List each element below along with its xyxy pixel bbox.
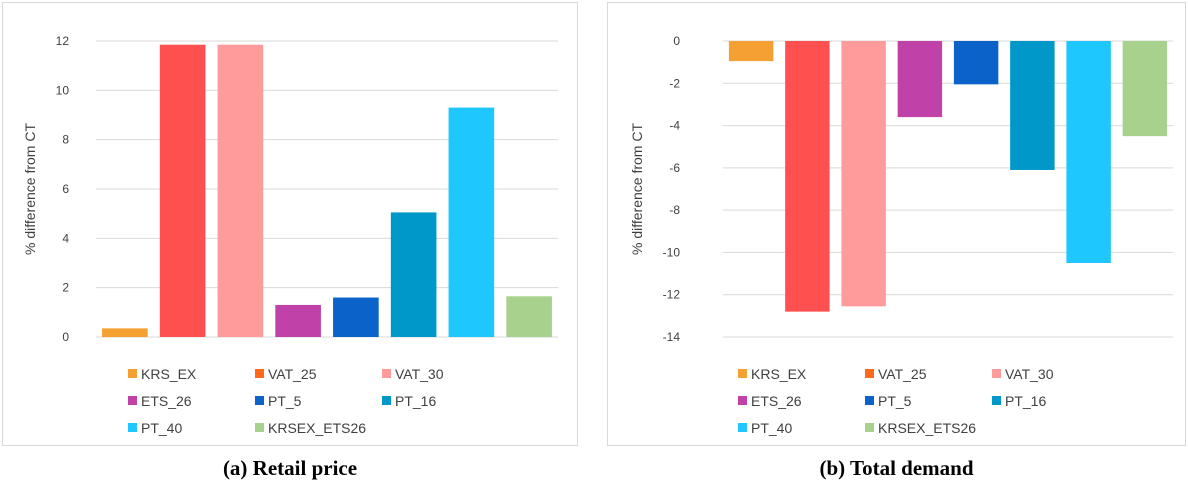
y-tick-label: 8	[62, 133, 69, 147]
legend-label: VAT_30	[1005, 366, 1054, 382]
y-tick-label: 0	[673, 34, 680, 48]
legend-label: PT_40	[751, 420, 792, 436]
chart-panel-retail-price: 0 2 4 6 8 10 12 % difference from CT KRS_EX VAT_2…	[0, 0, 580, 487]
legend-label: KRS_EX	[141, 366, 197, 382]
bar-vat-25	[785, 41, 830, 312]
legend-swatch	[128, 369, 137, 378]
bar-ets-26	[897, 41, 943, 118]
bar-pt-16	[1010, 41, 1055, 170]
y-axis-label: % difference from CT	[629, 123, 645, 255]
y-tick-label: 0	[62, 330, 69, 344]
legend-swatch	[992, 396, 1001, 405]
legend-swatch	[865, 396, 874, 405]
legend-swatch	[255, 423, 264, 432]
chart-panel-total-demand: 0 -2 -4 -6 -8 -10 -12 -14 % difference from CT KR…	[605, 0, 1188, 487]
bar-krsex-ets26	[1122, 41, 1168, 137]
chart-caption: (b) Total demand	[819, 456, 974, 480]
bar-vat-25	[159, 44, 206, 337]
legend-label: VAT_25	[878, 366, 927, 382]
legend-label: KRSEX_ETS26	[268, 420, 366, 436]
y-tick-label: -10	[663, 245, 681, 259]
legend-swatch	[128, 423, 137, 432]
bar-pt-5	[953, 41, 999, 85]
legend-label: PT_40	[141, 420, 182, 436]
legend-swatch	[865, 369, 874, 378]
chart-caption: (a) Retail price	[222, 456, 358, 480]
legend-label: VAT_30	[395, 366, 444, 382]
y-tick-label: -6	[669, 161, 680, 175]
legend-label: ETS_26	[141, 393, 192, 409]
y-tick-label: 10	[56, 83, 70, 97]
y-tick-label: -8	[669, 203, 680, 217]
y-tick-label: -4	[669, 119, 680, 133]
bar-pt-40	[1066, 41, 1111, 263]
legend-swatch	[992, 369, 1001, 378]
y-tick-label: -2	[669, 76, 680, 90]
legend-label: PT_16	[395, 393, 436, 409]
y-tick-label: -12	[663, 288, 681, 302]
legend-label: PT_16	[1005, 393, 1046, 409]
legend-label: KRS_EX	[751, 366, 807, 382]
legend-label: VAT_25	[268, 366, 317, 382]
bar-krs-ex	[102, 328, 148, 337]
total-demand-chart: 0 -2 -4 -6 -8 -10 -12 -14 % difference from CT KR…	[629, 34, 1173, 436]
legend-swatch	[255, 369, 264, 378]
legend-swatch	[738, 396, 747, 405]
bar-vat-30	[217, 44, 264, 337]
y-tick-label: 4	[62, 231, 69, 245]
legend-swatch	[865, 423, 874, 432]
legend-swatch	[738, 369, 747, 378]
y-tick-label: -14	[663, 330, 681, 344]
legend-label: PT_5	[878, 393, 912, 409]
bar-pt-40	[448, 107, 495, 337]
y-tick-label: 6	[62, 182, 69, 196]
bar-krsex-ets26	[506, 296, 552, 337]
legend-swatch	[738, 423, 747, 432]
legend-swatch	[255, 396, 264, 405]
y-tick-label: 12	[56, 34, 70, 48]
legend-swatch	[382, 369, 391, 378]
legend-swatch	[382, 396, 391, 405]
y-tick-label: 2	[62, 281, 69, 295]
retail-price-chart: 0 2 4 6 8 10 12 % difference from CT KRS_EX VAT_2…	[22, 34, 558, 436]
bar-pt-16	[390, 212, 437, 337]
bar-vat-30	[841, 41, 886, 307]
legend-label: PT_5	[268, 393, 302, 409]
bar-krs-ex	[728, 41, 774, 62]
bar-pt-5	[333, 297, 379, 337]
y-axis-label: % difference from CT	[22, 123, 38, 255]
bar-ets-26	[275, 304, 321, 337]
legend-swatch	[128, 396, 137, 405]
legend-label: KRSEX_ETS26	[878, 420, 976, 436]
legend-label: ETS_26	[751, 393, 802, 409]
